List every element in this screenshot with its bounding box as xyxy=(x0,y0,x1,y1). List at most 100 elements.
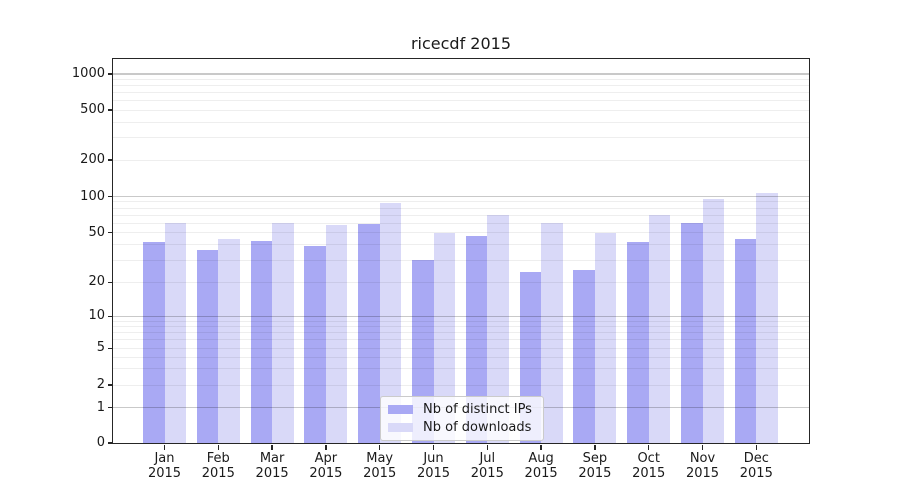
x-tick-label-apr: Apr 2015 xyxy=(309,451,343,481)
x-tick-label-jan: Jan 2015 xyxy=(147,451,182,481)
bar-ips-feb xyxy=(196,250,219,443)
y-tick-label-10: 10 xyxy=(88,308,105,324)
x-tick-feb xyxy=(217,444,219,450)
y-tick-label-100: 100 xyxy=(80,188,105,204)
y-tick-100 xyxy=(108,195,113,198)
bar-downloads-nov xyxy=(702,198,724,443)
bars-layer xyxy=(113,59,809,443)
gridline-major-100 xyxy=(113,195,809,198)
gridline-major-1000 xyxy=(113,73,809,75)
gridline-minor-90 xyxy=(113,201,809,203)
gridline-major-10 xyxy=(113,315,809,318)
gridline-minor-200 xyxy=(113,159,809,161)
x-tick-nov xyxy=(701,444,704,450)
x-tick-label-feb: Feb 2015 xyxy=(201,451,235,481)
gridline-minor-5 xyxy=(113,347,809,349)
bar-downloads-jan xyxy=(164,223,186,443)
gridline-minor-600 xyxy=(113,100,809,102)
bar-downloads-mar xyxy=(272,223,294,443)
x-tick-oct xyxy=(648,444,650,450)
y-tick-200 xyxy=(108,159,113,161)
x-tick-label-mar: Mar 2015 xyxy=(255,451,289,481)
x-tick-jun xyxy=(432,444,435,450)
bar-downloads-feb xyxy=(218,239,240,443)
legend-swatch-downloads xyxy=(388,422,413,432)
y-tick-label-200: 200 xyxy=(80,152,105,167)
gridline-minor-300 xyxy=(113,137,809,139)
gridline-minor-7 xyxy=(113,332,809,334)
y-tick-50 xyxy=(108,231,113,234)
x-tick-label-jun: Jun 2015 xyxy=(416,451,451,481)
y-tick-1000 xyxy=(108,73,113,75)
x-tick-label-sep: Sep 2015 xyxy=(578,451,612,481)
gridline-minor-500 xyxy=(113,109,809,111)
x-tick-aug xyxy=(540,444,542,450)
y-tick-10 xyxy=(108,315,113,317)
gridline-minor-4 xyxy=(113,356,809,358)
y-tick-2 xyxy=(108,384,113,386)
gridline-minor-9 xyxy=(113,320,809,322)
x-tick-label-aug: Aug 2015 xyxy=(524,451,558,481)
bar-downloads-jun xyxy=(433,232,455,443)
gridline-minor-80 xyxy=(113,207,809,209)
gridline-minor-6 xyxy=(113,339,809,341)
x-tick-label-oct: Oct 2015 xyxy=(632,451,666,481)
gridline-minor-400 xyxy=(113,121,809,123)
y-tick-label-1: 1 xyxy=(96,399,105,415)
x-tick-dec xyxy=(755,444,757,450)
gridline-minor-70 xyxy=(113,214,809,216)
y-tick-label-50: 50 xyxy=(88,224,105,240)
y-tick-label-2: 2 xyxy=(96,377,105,392)
y-tick-20 xyxy=(108,281,113,283)
y-tick-5 xyxy=(108,347,113,349)
bar-ips-oct xyxy=(627,241,649,443)
legend-item-downloads: Nb of downloads xyxy=(388,419,543,435)
gridline-minor-700 xyxy=(113,92,809,94)
x-tick-may xyxy=(379,444,381,450)
bar-ips-apr xyxy=(304,246,326,443)
bar-downloads-apr xyxy=(325,224,348,443)
gridline-minor-60 xyxy=(113,222,809,224)
y-tick-label-500: 500 xyxy=(80,102,105,117)
bar-ips-sep xyxy=(573,270,595,443)
bar-ips-may xyxy=(358,223,380,443)
bar-ips-nov xyxy=(681,223,703,443)
gridline-minor-2 xyxy=(113,384,809,386)
legend-label-downloads: Nb of downloads xyxy=(423,419,532,435)
y-tick-1 xyxy=(108,407,113,409)
legend-swatch-distinct-ips xyxy=(388,404,413,414)
gridline-minor-8 xyxy=(113,326,809,328)
bar-downloads-aug xyxy=(541,223,563,443)
y-tick-0 xyxy=(108,442,113,444)
x-tick-label-nov: Nov 2015 xyxy=(685,451,720,481)
bar-downloads-may xyxy=(379,202,402,443)
x-tick-label-may: May 2015 xyxy=(363,451,397,481)
bar-downloads-jul xyxy=(487,215,509,443)
bar-ips-mar xyxy=(250,240,273,443)
y-tick-500 xyxy=(108,109,113,111)
x-tick-jul xyxy=(486,444,488,450)
x-tick-mar xyxy=(271,444,273,450)
gridline-minor-40 xyxy=(113,244,809,246)
gridline-minor-900 xyxy=(113,78,809,80)
bar-downloads-dec xyxy=(756,192,778,443)
gridline-minor-50 xyxy=(113,232,809,233)
x-tick-jan xyxy=(163,444,166,450)
bar-ips-jan xyxy=(143,241,165,443)
y-tick-label-5: 5 xyxy=(96,340,105,356)
y-tick-label-0: 0 xyxy=(96,435,105,450)
gridline-minor-800 xyxy=(113,85,809,87)
bar-ips-jul xyxy=(465,235,488,443)
y-tick-label-20: 20 xyxy=(88,274,105,290)
x-tick-apr xyxy=(325,444,327,450)
y-tick-label-1000: 1000 xyxy=(71,66,105,81)
gridline-minor-30 xyxy=(113,259,809,261)
gridline-minor-20 xyxy=(113,281,809,283)
bar-downloads-sep xyxy=(594,232,617,443)
legend-label-distinct-ips: Nb of distinct IPs xyxy=(423,401,532,417)
chart-title: ricecdf 2015 xyxy=(410,34,512,53)
bar-downloads-oct xyxy=(648,215,671,443)
